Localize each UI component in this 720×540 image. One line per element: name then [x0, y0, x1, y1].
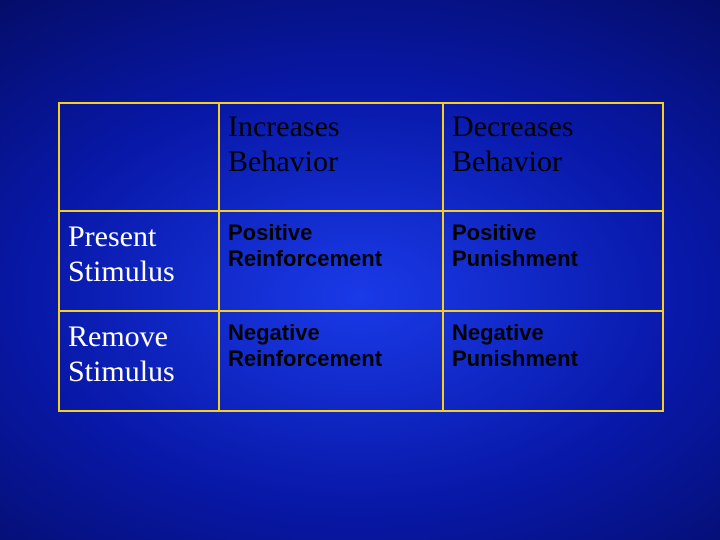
row-remove: Remove Stimulus Negative Reinforcement N… [59, 311, 663, 411]
cell-negative-punishment: Negative Punishment [443, 311, 663, 411]
col-header-increases: Increases Behavior [219, 103, 443, 211]
col-header-text: Decreases Behavior [452, 110, 656, 179]
row-header-present: Present Stimulus [59, 211, 219, 311]
cell-negative-reinforcement: Negative Reinforcement [219, 311, 443, 411]
row-header-text: Present Stimulus [68, 220, 212, 289]
cell-text: Positive Punishment [452, 220, 656, 272]
row-header-remove: Remove Stimulus [59, 311, 219, 411]
header-row: Increases Behavior Decreases Behavior [59, 103, 663, 211]
cell-text: Negative Punishment [452, 320, 656, 372]
cell-positive-reinforcement: Positive Reinforcement [219, 211, 443, 311]
operant-conditioning-table: Increases Behavior Decreases Behavior Pr… [58, 102, 662, 412]
col-header-text: Increases Behavior [228, 110, 436, 179]
cell-positive-punishment: Positive Punishment [443, 211, 663, 311]
grid-table: Increases Behavior Decreases Behavior Pr… [58, 102, 664, 412]
corner-empty-cell [59, 103, 219, 211]
row-header-text: Remove Stimulus [68, 320, 212, 389]
col-header-decreases: Decreases Behavior [443, 103, 663, 211]
row-present: Present Stimulus Positive Reinforcement … [59, 211, 663, 311]
cell-text: Positive Reinforcement [228, 220, 436, 272]
cell-text: Negative Reinforcement [228, 320, 436, 372]
